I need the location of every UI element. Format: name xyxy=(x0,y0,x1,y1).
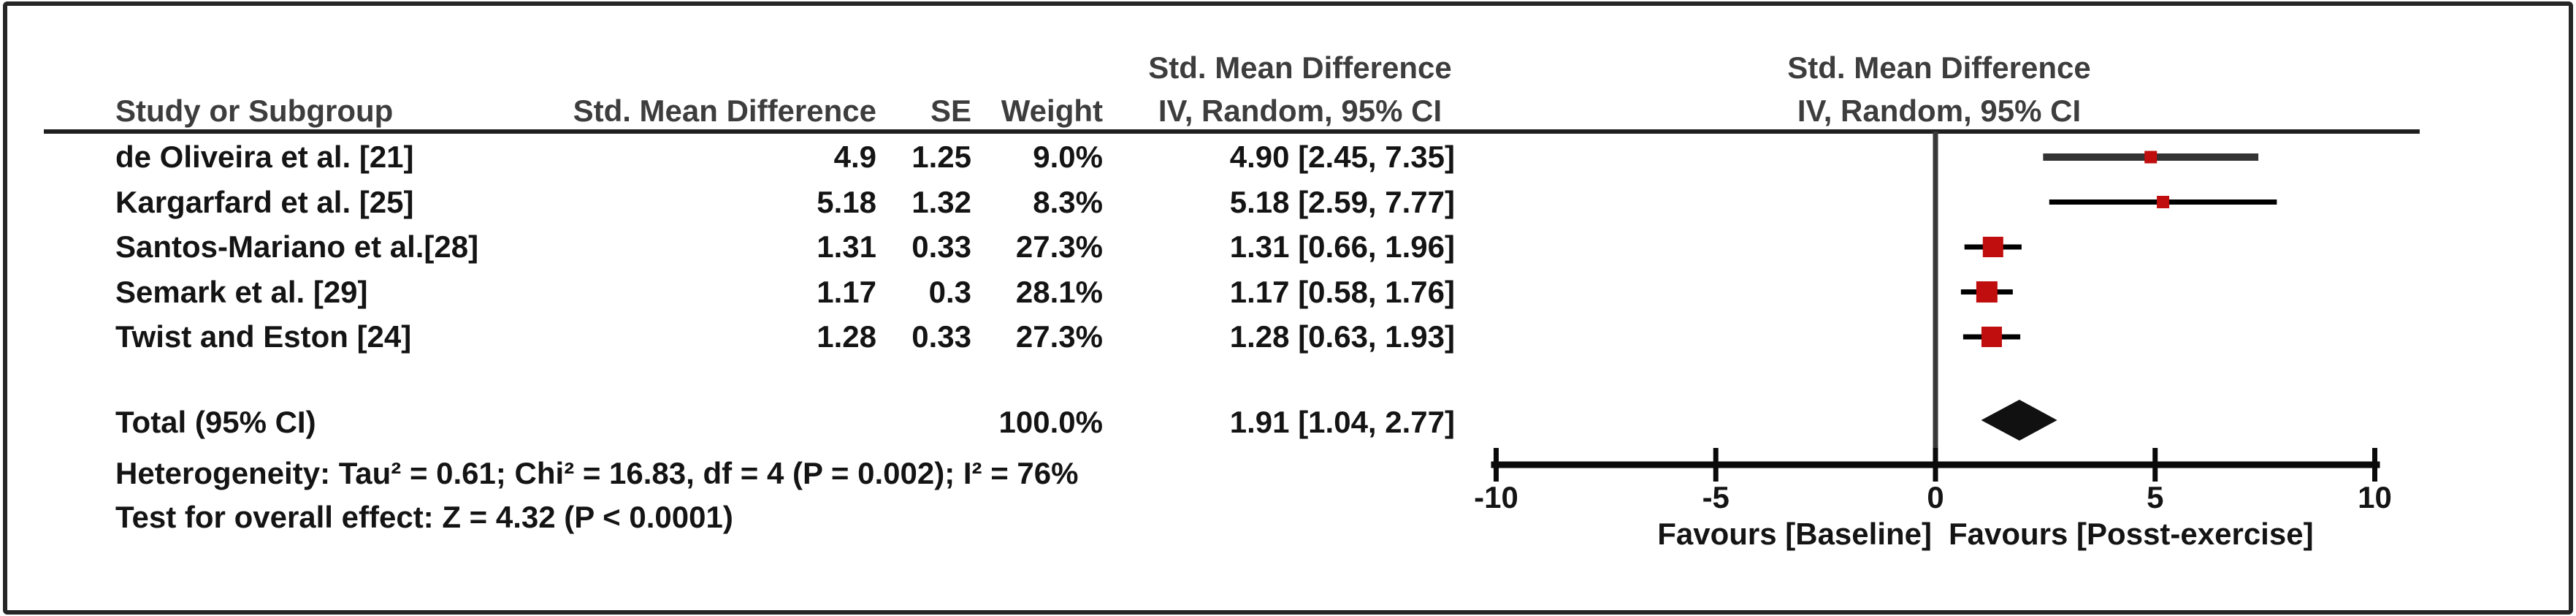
total-label: Total (95% CI) xyxy=(115,405,316,439)
favours-left-label: Favours [Baseline] xyxy=(1657,517,1932,551)
header-rule xyxy=(44,129,2420,134)
favours-right-label: Favours [Posst-exercise] xyxy=(1949,517,2314,551)
header-study: Study or Subgroup xyxy=(115,94,394,128)
header-se: SE xyxy=(930,94,971,128)
study-label: Santos-Mariano et al.[28] xyxy=(115,229,479,264)
effect-square xyxy=(1982,237,2003,257)
effect-square xyxy=(2157,196,2170,208)
smd-value: 1.17 xyxy=(817,274,876,309)
se-value: 0.3 xyxy=(928,274,971,309)
weight-value: 27.3% xyxy=(1015,229,1103,264)
weight-value: 28.1% xyxy=(1015,274,1103,309)
weight-value: 27.3% xyxy=(1015,319,1103,354)
heterogeneity-text: Heterogeneity: Tau² = 0.61; Chi² = 16.83… xyxy=(115,456,1079,490)
overall-effect-text: Test for overall effect: Z = 4.32 (P < 0… xyxy=(115,500,733,534)
ci-value: 5.18 [2.59, 7.77] xyxy=(1229,184,1455,219)
axis-tick-label: 10 xyxy=(2358,480,2392,514)
smd-value: 1.31 xyxy=(817,229,876,264)
effect-square xyxy=(2144,151,2158,164)
header-plot-bottom: IV, Random, 95% CI xyxy=(1797,94,2082,128)
total-ci-value: 1.91 [1.04, 2.77] xyxy=(1229,405,1455,439)
axis-tick-label: -5 xyxy=(1702,480,1730,514)
smd-value: 4.9 xyxy=(833,140,876,174)
study-label: Semark et al. [29] xyxy=(115,274,368,309)
weight-value: 9.0% xyxy=(1033,140,1103,174)
header-weight: Weight xyxy=(1001,94,1103,128)
header-smd-ci-top: Std. Mean Difference xyxy=(1148,50,1452,85)
se-value: 0.33 xyxy=(911,229,971,264)
smd-value: 1.28 xyxy=(817,319,876,354)
se-value: 0.33 xyxy=(911,319,971,354)
ci-value: 4.90 [2.45, 7.35] xyxy=(1229,140,1455,174)
header-smd-ci-bottom: IV, Random, 95% CI xyxy=(1158,94,1442,128)
header-plot-top: Std. Mean Difference xyxy=(1787,50,2091,85)
effect-square xyxy=(1976,281,1998,303)
axis-tick-label: -10 xyxy=(1474,480,1518,514)
ci-value: 1.28 [0.63, 1.93] xyxy=(1229,319,1455,354)
study-label: de Oliveira et al. [21] xyxy=(115,140,414,174)
header-smd: Std. Mean Difference xyxy=(573,94,876,128)
se-value: 1.25 xyxy=(911,140,971,174)
total-weight: 100.0% xyxy=(998,405,1103,439)
weight-value: 8.3% xyxy=(1033,184,1103,219)
study-label: Kargarfard et al. [25] xyxy=(115,184,414,219)
ci-value: 1.31 [0.66, 1.96] xyxy=(1229,229,1455,264)
smd-value: 5.18 xyxy=(817,184,876,219)
se-value: 1.32 xyxy=(911,184,971,219)
axis-tick-label: 5 xyxy=(2147,480,2163,514)
axis-tick-label: 0 xyxy=(1927,480,1944,514)
summary-diamond xyxy=(1981,400,2057,441)
study-label: Twist and Eston [24] xyxy=(115,319,412,354)
ci-value: 1.17 [0.58, 1.76] xyxy=(1229,274,1455,309)
effect-square xyxy=(1981,327,2002,347)
